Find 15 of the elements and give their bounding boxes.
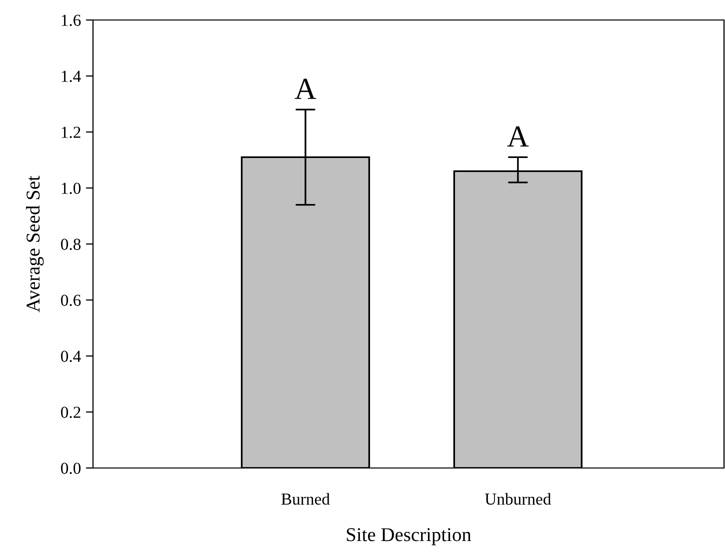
y-tick-label: 1.2 [62, 126, 80, 138]
y-tick-label: 0.8 [60, 238, 81, 250]
x-tick-label: Unburned [484, 493, 552, 505]
y-axis-title: Average Seed Set [26, 176, 44, 312]
x-tick-label: Burned [281, 493, 330, 505]
annotation: A [294, 78, 316, 99]
x-axis-title: Site Description [346, 528, 472, 546]
y-tick-label: 1.0 [62, 182, 81, 194]
annotation: A [507, 126, 529, 147]
y-tick-label: 0.4 [60, 350, 81, 362]
y-tick-label: 1.4 [62, 70, 81, 82]
y-tick-label: 1.6 [62, 14, 81, 26]
y-tick-label: 0.6 [60, 294, 81, 306]
y-tick-label: 0.2 [60, 406, 80, 418]
y-tick-label: 0.0 [60, 462, 81, 474]
